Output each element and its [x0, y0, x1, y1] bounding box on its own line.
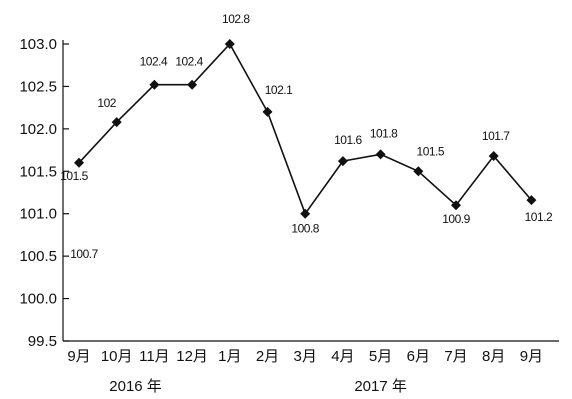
data-label: 100.8 [291, 222, 319, 236]
data-point-marker [149, 79, 160, 90]
data-label: 101.8 [370, 126, 398, 140]
data-point-marker [74, 157, 84, 168]
data-point-marker [488, 151, 499, 162]
data-point-marker [451, 200, 461, 211]
year-labels: 2016 年 2017 年 [109, 378, 407, 395]
x-axis: 9月 10月 11月 12月 1月 2月 3月 4月 5月 6月 7月 8月 9月 [63, 340, 559, 365]
y-tick-label: 100.5 [19, 248, 57, 265]
year-group-label: 2017 年 [354, 378, 407, 395]
data-point-marker [526, 195, 537, 206]
x-tick-label: 11月 [139, 348, 170, 365]
series-line [78, 42, 533, 216]
x-tick-label: 8月 [482, 348, 505, 365]
y-axis: 99.5 100.0 100.5 101.0 101.5 102.0 102.5 103.0 [19, 36, 69, 350]
x-tick-label: 3月 [294, 348, 317, 365]
data-label: 101.7 [482, 129, 510, 143]
data-label: 102.4 [175, 55, 203, 69]
data-point-marker [300, 208, 311, 219]
data-point-marker [413, 166, 424, 177]
y-tick-label: 102.0 [19, 121, 57, 138]
data-labels: 101.5 102 102.4 102.4 102.8 102.1 100.8 101.6 10… [60, 12, 553, 261]
data-point-marker [224, 39, 235, 49]
x-tick-label: 9月 [520, 348, 543, 365]
x-tick-label: 7月 [444, 348, 467, 365]
data-label: 101.5 [417, 144, 445, 158]
x-tick-label: 12月 [176, 348, 208, 365]
y-tick-label: 100.0 [19, 291, 57, 308]
x-tick-label: 9月 [67, 348, 90, 365]
data-label: 102.1 [265, 83, 293, 97]
x-tick-label: 1月 [218, 348, 241, 365]
x-tick-label: 2月 [256, 348, 279, 365]
data-label: 102 [97, 96, 116, 110]
data-point-marker [375, 149, 386, 160]
y-tick-label: 101.5 [19, 163, 57, 180]
x-tick-label: 4月 [331, 348, 354, 365]
y-tick-label: 99.5 [28, 333, 57, 350]
data-point-marker [187, 79, 198, 90]
y-tick-label: 102.5 [19, 78, 57, 95]
y-tick-label: 103.0 [19, 36, 57, 53]
data-label: 102.8 [222, 12, 250, 26]
x-tick-label: 6月 [407, 348, 430, 365]
data-point-marker [111, 117, 122, 128]
stray-annotation: 100.7 [70, 247, 98, 261]
data-label: 101.2 [525, 210, 553, 224]
y-tick-label: 101.0 [19, 206, 57, 223]
data-label: 102.4 [140, 55, 168, 69]
x-tick-label: 5月 [369, 348, 392, 365]
series-line-group [74, 39, 537, 219]
data-point-marker [337, 156, 348, 167]
data-point-marker [262, 106, 273, 117]
year-group-label: 2016 年 [109, 378, 162, 395]
x-tick-label: 10月 [101, 348, 133, 365]
data-label: 101.5 [60, 169, 88, 183]
data-label: 101.6 [334, 133, 362, 147]
data-label: 100.9 [442, 212, 470, 226]
